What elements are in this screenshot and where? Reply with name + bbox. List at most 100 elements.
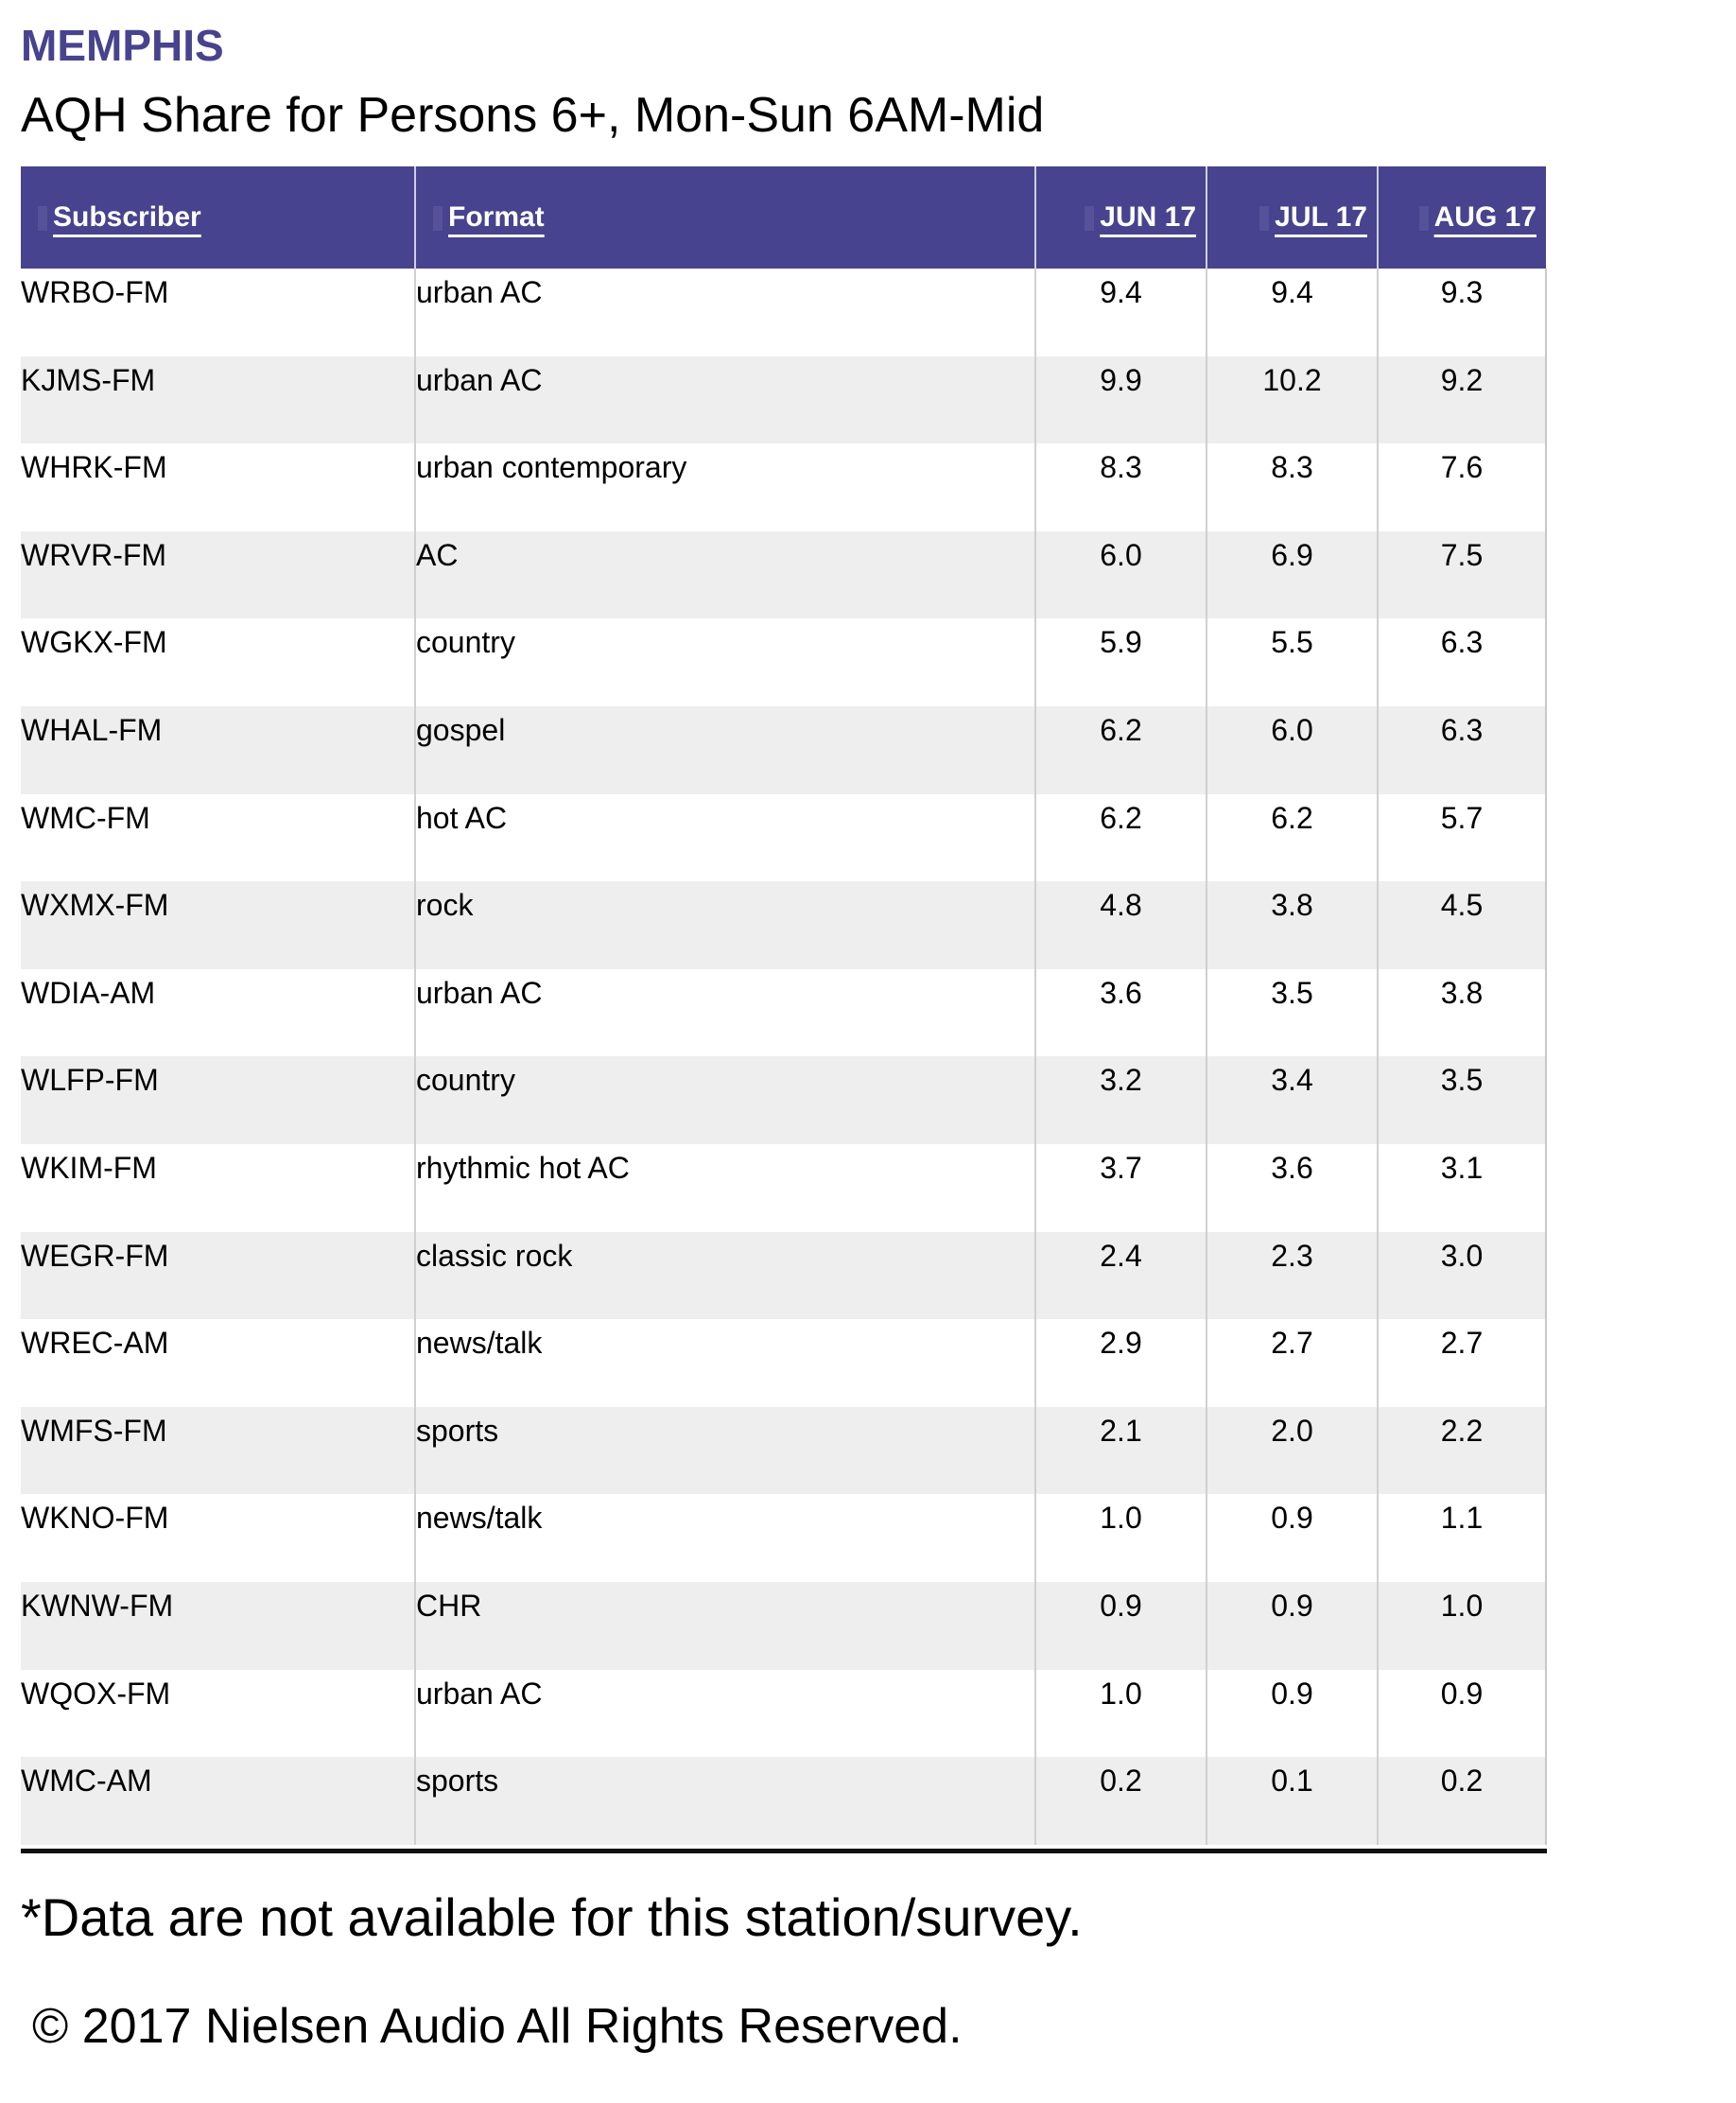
jul-17-cell: 0.1: [1206, 1757, 1378, 1845]
subscriber-cell: WEGR-FM: [21, 1231, 415, 1320]
jul-17-cell: 6.9: [1206, 530, 1378, 619]
table-row: WKIM-FM rhythmic hot AC 3.7 3.6 3.1: [21, 1143, 1547, 1232]
aug-17-cell: 3.8: [1377, 968, 1547, 1057]
format-cell: news/talk: [414, 1494, 1035, 1582]
jul-17-cell: 5.5: [1206, 618, 1378, 706]
format-cell: urban AC: [414, 269, 1035, 356]
subscriber-cell: KWNW-FM: [21, 1581, 415, 1670]
ratings-table: Subscriber Format JUN 17 JUL 17 AUG 17 W…: [21, 166, 1547, 1845]
jun-17-cell: 4.8: [1034, 881, 1207, 969]
jun-17-cell: 1.0: [1034, 1669, 1207, 1758]
jun-17-cell: 2.1: [1034, 1406, 1207, 1495]
subscriber-cell: WRVR-FM: [21, 530, 415, 619]
jul-17-cell: 2.0: [1206, 1406, 1378, 1495]
format-cell: rhythmic hot AC: [414, 1143, 1035, 1232]
jun-17-cell: 0.2: [1034, 1757, 1207, 1845]
column-header-jul-17[interactable]: JUL 17: [1206, 166, 1378, 269]
aug-17-cell: 1.0: [1377, 1581, 1547, 1670]
subscriber-cell: WDIA-AM: [21, 975, 156, 1010]
subscriber-cell: WRBO-FM: [21, 275, 169, 309]
header-row: Subscriber Format JUN 17 JUL 17 AUG 17: [21, 166, 1546, 269]
jul-17-cell: 9.4: [1206, 269, 1378, 356]
sort-icon: [1085, 205, 1095, 231]
aug-17-cell: 2.7: [1377, 1319, 1547, 1407]
aug-17-cell: 0.2: [1377, 1757, 1547, 1845]
jul-17-cell: 0.9: [1206, 1494, 1378, 1582]
jun-17-cell: 2.4: [1034, 1231, 1207, 1320]
subscriber-cell: WLFP-FM: [21, 1056, 415, 1144]
aug-17-cell: 7.6: [1377, 443, 1547, 531]
format-cell: urban AC: [414, 356, 1035, 444]
format-cell: gospel: [414, 705, 1035, 794]
column-header-aug-17[interactable]: AUG 17: [1377, 166, 1546, 269]
table-row: WMFS-FM sports 2.1 2.0 2.2: [21, 1406, 1547, 1495]
jun-17-cell: 9.4: [1034, 269, 1207, 356]
table-row: KWNW-FM CHR 0.9 0.9 1.0: [21, 1581, 1547, 1670]
sort-icon: [38, 205, 47, 231]
aug-17-cell: 2.2: [1377, 1406, 1547, 1495]
aug-17-cell: 9.3: [1377, 269, 1547, 356]
table-row: WEGR-FM classic rock 2.4 2.3 3.0: [21, 1231, 1547, 1320]
format-cell: sports: [414, 1757, 1035, 1845]
table-row: WGKX-FM country 5.9 5.5 6.3: [21, 618, 1547, 706]
table-row: WMC-FM hot AC 6.2 6.2 5.7: [21, 793, 1547, 882]
jun-17-cell: 9.9: [1034, 356, 1207, 444]
table-row: WRBO-FM urban AC 9.4 9.4 9.3: [21, 269, 1547, 356]
aug-17-cell: 6.3: [1377, 618, 1547, 706]
aug-17-cell: 9.2: [1377, 356, 1547, 444]
aug-17-cell: 0.9: [1377, 1669, 1547, 1758]
table-row: WHAL-FM gospel 6.2 6.0 6.3: [21, 705, 1547, 794]
subscriber-cell: WHAL-FM: [21, 705, 415, 794]
sort-icon: [1418, 205, 1429, 231]
table-row: KJMS-FM urban AC 9.9 10.2 9.2: [21, 356, 1547, 444]
subscriber-cell: WKNO-FM: [21, 1501, 169, 1536]
jul-17-cell: 6.0: [1206, 705, 1378, 794]
jun-17-cell: 6.0: [1034, 530, 1207, 619]
format-cell: country: [414, 618, 1035, 706]
jun-17-cell: 3.6: [1034, 968, 1207, 1057]
jul-17-cell: 3.5: [1206, 968, 1378, 1057]
table-row: WHRK-FM urban contemporary 8.3 8.3 7.6: [21, 443, 1547, 531]
jul-17-cell: 3.8: [1206, 881, 1378, 969]
jul-17-cell: 0.9: [1206, 1669, 1378, 1758]
jun-17-cell: 3.7: [1034, 1143, 1207, 1232]
table-bottom-rule: [21, 1849, 1547, 1853]
column-header-subscriber[interactable]: Subscriber: [21, 166, 415, 269]
jul-17-cell: 3.4: [1206, 1056, 1378, 1144]
table-row: WREC-AM news/talk 2.9 2.7 2.7: [21, 1319, 1547, 1407]
table-row: WQOX-FM urban AC 1.0 0.9 0.9: [21, 1669, 1547, 1758]
jul-17-cell: 0.9: [1206, 1581, 1378, 1670]
aug-17-cell: 3.0: [1377, 1231, 1547, 1320]
market-title: MEMPHIS: [21, 21, 224, 70]
format-cell: urban contemporary: [414, 443, 1035, 531]
copyright: © 2017 Nielsen Audio All Rights Reserved…: [32, 1999, 963, 2054]
format-cell: classic rock: [414, 1231, 1035, 1320]
aug-17-cell: 6.3: [1377, 705, 1547, 794]
jun-17-cell: 6.2: [1034, 705, 1207, 794]
aug-17-cell: 4.5: [1377, 881, 1547, 969]
subscriber-cell: WKIM-FM: [21, 1150, 157, 1185]
jun-17-cell: 1.0: [1034, 1494, 1207, 1582]
subscriber-cell: WMC-AM: [21, 1757, 415, 1845]
table-row: WXMX-FM rock 4.8 3.8 4.5: [21, 881, 1547, 969]
jun-17-cell: 2.9: [1034, 1319, 1207, 1407]
subscriber-cell: WXMX-FM: [21, 881, 415, 969]
format-cell: news/talk: [414, 1319, 1035, 1407]
subscriber-cell: KJMS-FM: [21, 356, 415, 444]
format-cell: urban AC: [414, 1669, 1035, 1758]
format-cell: AC: [414, 530, 1035, 619]
footnote: *Data are not available for this station…: [21, 1887, 1083, 1947]
aug-17-cell: 1.1: [1377, 1494, 1547, 1582]
jul-17-cell: 2.7: [1206, 1319, 1378, 1407]
column-header-jun-17[interactable]: JUN 17: [1034, 166, 1207, 269]
subscriber-cell: WQOX-FM: [21, 1676, 171, 1711]
table-row: WLFP-FM country 3.2 3.4 3.5: [21, 1056, 1547, 1144]
subscriber-cell: WMFS-FM: [21, 1406, 415, 1495]
report-subtitle: AQH Share for Persons 6+, Mon-Sun 6AM-Mi…: [21, 88, 1045, 143]
jun-17-cell: 5.9: [1034, 618, 1207, 706]
column-header-format[interactable]: Format: [414, 166, 1035, 269]
format-cell: hot AC: [414, 793, 1035, 882]
subscriber-cell: WMC-FM: [21, 800, 150, 835]
format-cell: sports: [414, 1406, 1035, 1495]
subscriber-cell: WHRK-FM: [21, 450, 167, 485]
